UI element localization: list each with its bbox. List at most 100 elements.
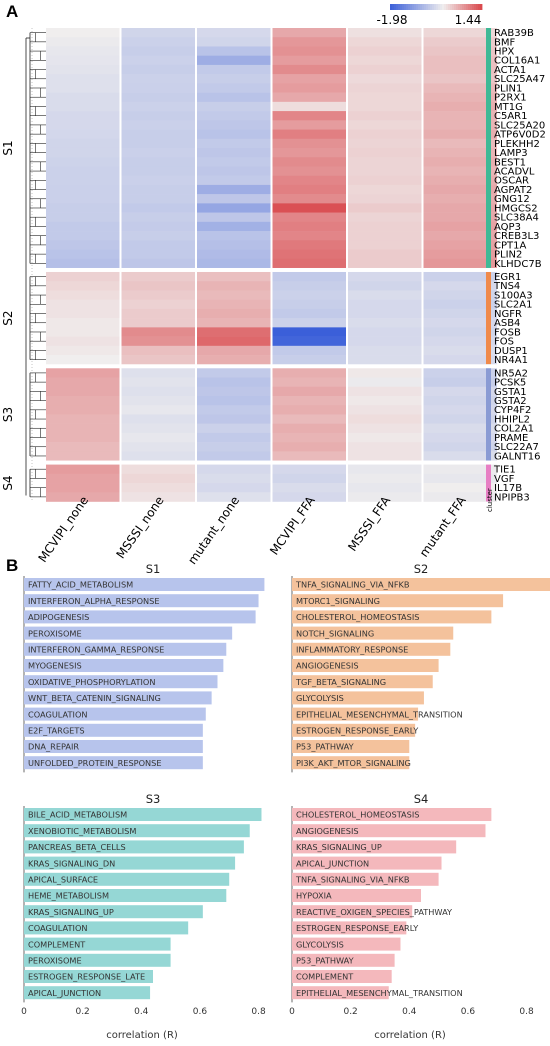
bar-category-label: ANGIOGENESIS (296, 661, 359, 671)
cluster-label: S2 (1, 310, 15, 325)
colorbar-segment (456, 4, 459, 10)
bar (24, 659, 224, 672)
gene-label: TNS4 (493, 281, 520, 292)
colorbar-segment (418, 4, 421, 10)
heatmap-cell (197, 281, 271, 291)
heatmap-cell (121, 249, 195, 260)
colorbar-segment (392, 4, 395, 10)
heatmap-cell (272, 345, 346, 356)
x-tick-label: 0 (289, 1007, 295, 1017)
gene-label: BMF (494, 37, 515, 48)
heatmap-cell (121, 377, 195, 388)
bar-category-label: INTERFERON_GAMMA_RESPONSE (28, 645, 164, 655)
bar (292, 691, 424, 705)
bar (24, 808, 262, 821)
gene-label: SLC22A7 (494, 442, 539, 453)
heatmap-cell (197, 451, 271, 461)
x-tick-label: 0.4 (402, 1007, 417, 1017)
bar (292, 740, 410, 753)
heatmap-cell (121, 111, 195, 121)
cluster-separator (46, 364, 497, 369)
heatmap-cell (423, 55, 497, 66)
heatmap-cell (272, 308, 346, 319)
bar (24, 578, 265, 591)
x-axis-label: correlation (R) (106, 1030, 178, 1041)
bar-category-label: DNA_REPAIR (28, 742, 79, 752)
heatmap-cell (46, 64, 120, 75)
heatmap-cell (121, 308, 195, 319)
gene-label: IL17B (494, 483, 522, 494)
heatmap-cell (423, 377, 497, 388)
heatmap-cell (197, 166, 271, 176)
heatmap-cell (348, 271, 422, 282)
heatmap-cell (272, 212, 346, 223)
bar (292, 824, 486, 838)
heatmap-cell (272, 147, 346, 158)
heatmap-cell (272, 249, 346, 260)
heatmap-cell (197, 432, 271, 443)
heatmap-cell (46, 55, 120, 66)
colorbar-segment (464, 4, 467, 10)
heatmap-cell (423, 231, 497, 241)
heatmap-cell (348, 221, 422, 232)
heatmap-cell (348, 451, 422, 461)
heatmap-cell (46, 355, 120, 365)
heatmap-cell (197, 138, 271, 149)
x-tick-label: 0.4 (134, 1007, 149, 1017)
gene-label: HHIPL2 (494, 414, 530, 425)
heatmap-cell (348, 28, 422, 38)
colorbar-segment (472, 4, 475, 10)
heatmap-cell (197, 203, 271, 213)
heatmap-cell (272, 194, 346, 204)
heatmap-cell (423, 318, 497, 328)
heatmap-cell (423, 157, 497, 167)
heatmap-cell (121, 318, 195, 328)
bar-category-label: ESTROGEN_RESPONSE_LATE (28, 972, 145, 982)
bar (24, 970, 153, 983)
bar-category-label: UNFOLDED_PROTEIN_RESPONSE (28, 758, 162, 768)
heatmap-cell (272, 184, 346, 195)
heatmap-cell (348, 290, 422, 300)
heatmap-cell (348, 212, 422, 223)
heatmap-cell (348, 175, 422, 186)
gene-label: AGPAT2 (494, 185, 532, 196)
heatmap-cell (46, 249, 120, 260)
gene-label: LAMP3 (494, 148, 528, 159)
heatmap-cell (121, 147, 195, 158)
gene-label: DUSP1 (494, 346, 528, 357)
bar-category-label: ESTROGEN_RESPONSE_EARLY (296, 923, 419, 933)
heatmap-cell (197, 492, 271, 502)
heatmap-cell (423, 327, 497, 337)
bar (292, 970, 392, 983)
colorbar-segment (444, 4, 447, 10)
bar (292, 578, 550, 591)
heatmap-cell (197, 37, 271, 47)
x-tick-label: 0.6 (461, 1007, 476, 1017)
colorbar-segment (448, 4, 451, 10)
gene-label: NPIPB3 (494, 492, 530, 503)
colorbar-segment (402, 4, 405, 10)
bar-category-label: COMPLEMENT (296, 972, 354, 982)
gene-label: COL2A1 (494, 424, 534, 435)
cluster-separator (46, 460, 497, 465)
heatmap-cell (46, 46, 120, 56)
column-label: MCVIPI_none (35, 494, 91, 565)
heatmap-cell (197, 258, 271, 269)
gene-label: FOSB (494, 327, 521, 338)
bar-category-label: P53_PATHWAY (296, 956, 355, 966)
heatmap-cell (46, 92, 120, 103)
heatmap-cell (121, 258, 195, 269)
bar (24, 953, 171, 967)
heatmap-cell (348, 111, 422, 121)
heatmap-cell (121, 473, 195, 484)
bar (292, 872, 439, 886)
column-label: MSSSI_FFA (345, 493, 393, 554)
heatmap-cell (121, 240, 195, 250)
heatmap-cell (423, 405, 497, 415)
gene-label: ASB4 (494, 318, 520, 329)
gene-label: BEST1 (494, 157, 526, 168)
cluster-label: S1 (1, 140, 15, 155)
heatmap-cell (197, 318, 271, 328)
heatmap-cell (348, 74, 422, 84)
heatmap-cell (423, 37, 497, 47)
